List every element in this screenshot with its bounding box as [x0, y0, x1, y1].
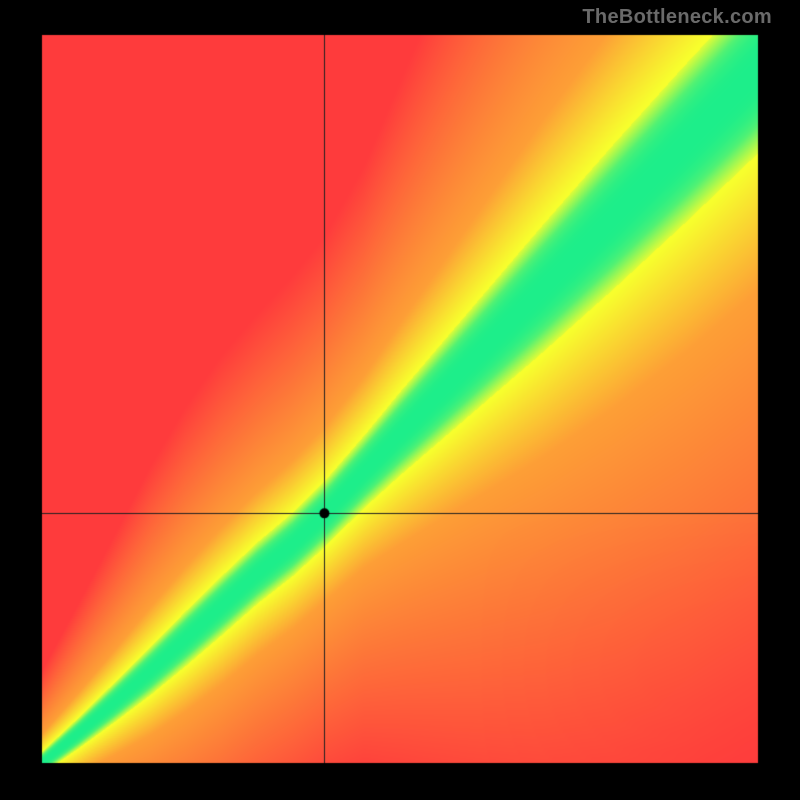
bottleneck-heatmap-canvas	[0, 0, 800, 800]
chart-container: TheBottleneck.com	[0, 0, 800, 800]
watermark-text: TheBottleneck.com	[582, 6, 772, 29]
